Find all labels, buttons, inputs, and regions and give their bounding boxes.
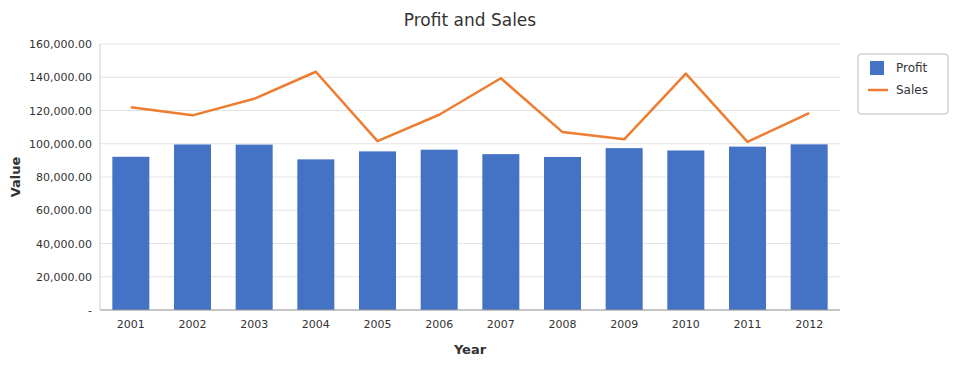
- x-tick-label: 2001: [117, 318, 145, 331]
- y-tick-label: 80,000.00: [36, 171, 92, 184]
- x-tick-label: 2012: [795, 318, 823, 331]
- bar: [729, 147, 766, 310]
- bar: [791, 144, 828, 310]
- y-tick-label: 20,000.00: [36, 271, 92, 284]
- x-axis-line: [100, 310, 840, 311]
- chart-title: Profit and Sales: [404, 10, 537, 30]
- y-tick-label: 60,000.00: [36, 204, 92, 217]
- x-tick-label: 2005: [364, 318, 392, 331]
- grid-line: [100, 77, 840, 78]
- plot-marks: [112, 72, 827, 310]
- x-axis-label: Year: [453, 342, 487, 357]
- x-tick-label: 2004: [302, 318, 330, 331]
- y-tick-label: 40,000.00: [36, 238, 92, 251]
- bar: [544, 157, 581, 310]
- grid-line: [100, 310, 840, 311]
- bar: [667, 150, 704, 310]
- y-tick-label: 140,000.00: [29, 71, 92, 84]
- legend-swatch: [870, 61, 884, 75]
- y-axis-label: Value: [8, 156, 23, 197]
- bar: [174, 144, 211, 310]
- bar: [236, 145, 273, 310]
- bar: [112, 157, 149, 310]
- x-tick-label: 2006: [425, 318, 453, 331]
- y-tick-label: 100,000.00: [29, 138, 92, 151]
- y-tick-label: -: [88, 304, 92, 317]
- legend-swatch: [868, 89, 888, 92]
- bar: [359, 151, 396, 310]
- legend-label: Sales: [896, 83, 928, 97]
- bar: [421, 150, 458, 310]
- y-axis-line: [100, 44, 101, 310]
- x-tick-label: 2008: [549, 318, 577, 331]
- x-tick-label: 2002: [179, 318, 207, 331]
- grid-line: [100, 44, 840, 45]
- legend-box: [858, 54, 948, 114]
- x-tick-label: 2011: [734, 318, 762, 331]
- y-tick-label: 120,000.00: [29, 105, 92, 118]
- line: [131, 72, 809, 142]
- x-tick-label: 2007: [487, 318, 515, 331]
- bar: [482, 154, 519, 310]
- x-tick-label: 2010: [672, 318, 700, 331]
- chart-container: Profit and Sales - 20,000.00 40,000.00 60,00…: [0, 0, 960, 366]
- x-tick-label: 2009: [610, 318, 638, 331]
- legend-label: Profit: [896, 61, 928, 75]
- y-grid: [100, 44, 840, 310]
- x-tick-label: 2003: [240, 318, 268, 331]
- chart-svg: Profit and Sales - 20,000.00 40,000.00 60,00…: [0, 0, 960, 366]
- y-tick-label: 160,000.00: [29, 38, 92, 51]
- grid-line: [100, 143, 840, 144]
- legend: Profit Sales: [858, 54, 948, 114]
- bar: [297, 159, 334, 310]
- bar: [606, 148, 643, 310]
